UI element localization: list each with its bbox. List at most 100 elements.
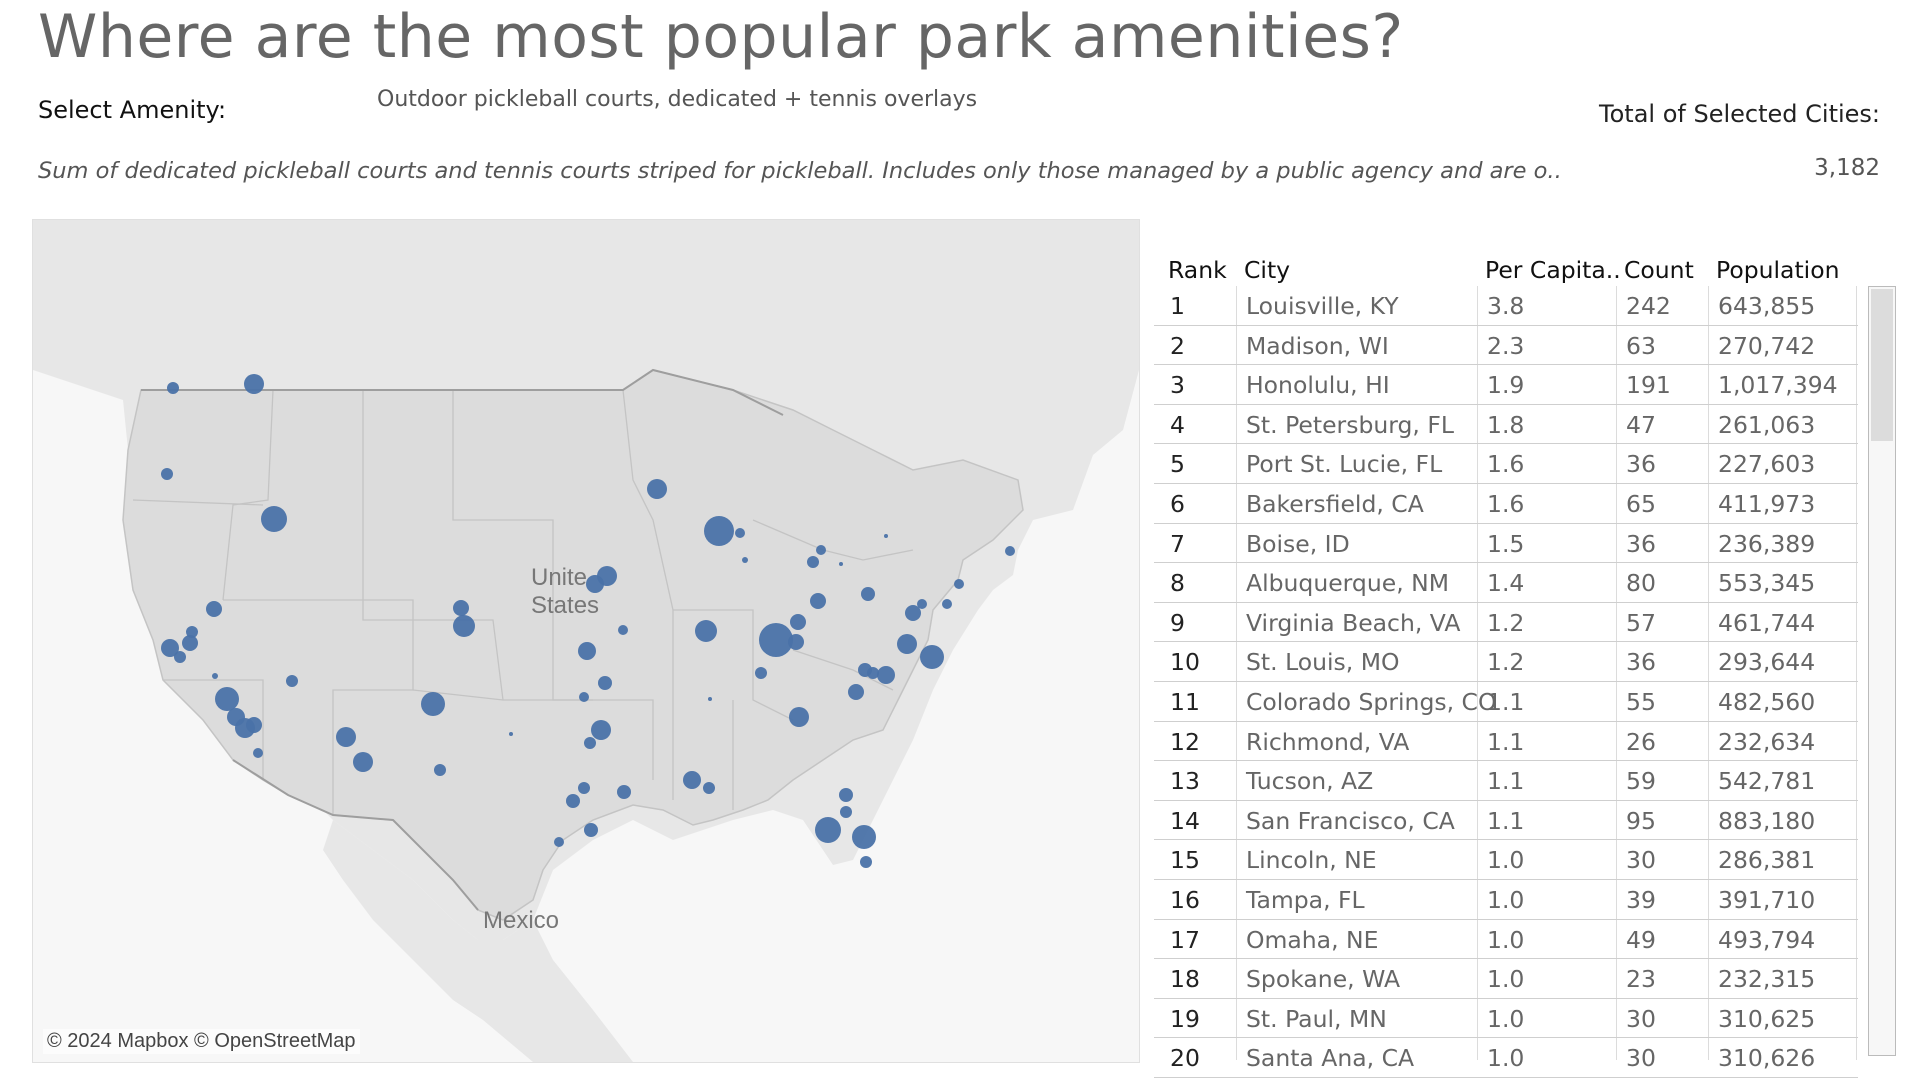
map-marker[interactable]	[578, 782, 590, 794]
map-marker[interactable]	[860, 856, 872, 868]
map-marker[interactable]	[848, 684, 864, 700]
table-row[interactable]: 4 St. Petersburg, FL 1.8 47 261,063	[1154, 405, 1858, 445]
table-row[interactable]: 3 Honolulu, HI 1.9 191 1,017,394	[1154, 365, 1858, 405]
table-row[interactable]: 15 Lincoln, NE 1.0 30 286,381	[1154, 840, 1858, 880]
map-marker[interactable]	[840, 806, 852, 818]
map-marker[interactable]	[186, 626, 198, 638]
map-marker[interactable]	[954, 579, 964, 589]
map-marker[interactable]	[816, 545, 826, 555]
map-marker[interactable]	[246, 717, 262, 733]
scrollbar-thumb[interactable]	[1871, 289, 1893, 441]
table-row[interactable]: 18 Spokane, WA 1.0 23 232,315	[1154, 959, 1858, 999]
map-marker[interactable]	[353, 752, 373, 772]
table-row[interactable]: 9 Virginia Beach, VA 1.2 57 461,744	[1154, 603, 1858, 643]
map-marker[interactable]	[810, 593, 826, 609]
map-marker[interactable]	[917, 599, 927, 609]
map-marker[interactable]	[759, 623, 793, 657]
map-marker[interactable]	[453, 615, 475, 637]
map-marker[interactable]	[453, 600, 469, 616]
map-marker[interactable]	[509, 732, 513, 736]
map-marker[interactable]	[788, 634, 804, 650]
table-row[interactable]: 11 Colorado Springs, CO 1.1 55 482,560	[1154, 682, 1858, 722]
map-marker[interactable]	[434, 764, 446, 776]
map-marker[interactable]	[735, 528, 745, 538]
map-marker[interactable]	[566, 794, 580, 808]
table-row[interactable]: 14 San Francisco, CA 1.1 95 883,180	[1154, 801, 1858, 841]
map-marker[interactable]	[897, 634, 917, 654]
table-row[interactable]: 13 Tucson, AZ 1.1 59 542,781	[1154, 761, 1858, 801]
map-marker[interactable]	[703, 782, 715, 794]
map-marker[interactable]	[161, 639, 179, 657]
map-marker[interactable]	[755, 667, 767, 679]
map-marker[interactable]	[683, 771, 701, 789]
map-panel[interactable]: Unite States Mexico © 2024 Mapbox © Open…	[32, 219, 1140, 1063]
map-marker[interactable]	[206, 601, 222, 617]
city-markers[interactable]	[161, 374, 1015, 868]
header-rank[interactable]: Rank	[1168, 256, 1227, 284]
header-per-capita[interactable]: Per Capita..	[1485, 256, 1621, 284]
map-marker[interactable]	[708, 697, 712, 701]
map-marker[interactable]	[244, 374, 264, 394]
map-marker[interactable]	[161, 468, 173, 480]
map-canvas[interactable]: Unite States Mexico	[33, 220, 1139, 1062]
header-population[interactable]: Population	[1716, 256, 1840, 284]
map-marker[interactable]	[579, 692, 589, 702]
map-marker[interactable]	[852, 825, 876, 849]
table-row[interactable]: 12 Richmond, VA 1.1 26 232,634	[1154, 722, 1858, 762]
map-marker[interactable]	[861, 587, 875, 601]
map-marker[interactable]	[815, 817, 841, 843]
map-marker[interactable]	[174, 651, 186, 663]
table-row[interactable]: 10 St. Louis, MO 1.2 36 293,644	[1154, 642, 1858, 682]
table-row[interactable]: 7 Boise, ID 1.5 36 236,389	[1154, 524, 1858, 564]
amenity-selector[interactable]: Outdoor pickleball courts, dedicated + t…	[377, 87, 978, 112]
map-marker[interactable]	[584, 737, 596, 749]
map-marker[interactable]	[877, 666, 895, 684]
table-row[interactable]: 5 Port St. Lucie, FL 1.6 36 227,603	[1154, 444, 1858, 484]
map-marker[interactable]	[789, 707, 809, 727]
header-count[interactable]: Count	[1624, 256, 1694, 284]
map-marker[interactable]	[884, 534, 888, 538]
map-marker[interactable]	[578, 642, 596, 660]
map-marker[interactable]	[695, 620, 717, 642]
map-marker[interactable]	[253, 748, 263, 758]
table-row[interactable]: 20 Santa Ana, CA 1.0 30 310,626	[1154, 1038, 1858, 1078]
map-marker[interactable]	[421, 692, 445, 716]
map-marker[interactable]	[336, 727, 356, 747]
map-attribution[interactable]: © 2024 Mapbox © OpenStreetMap	[43, 1029, 360, 1054]
map-marker[interactable]	[591, 720, 611, 740]
map-marker[interactable]	[647, 479, 667, 499]
map-marker[interactable]	[261, 506, 287, 532]
table-row[interactable]: 16 Tampa, FL 1.0 39 391,710	[1154, 880, 1858, 920]
table-row[interactable]: 2 Madison, WI 2.3 63 270,742	[1154, 326, 1858, 366]
map-marker[interactable]	[618, 625, 628, 635]
map-marker[interactable]	[920, 645, 944, 669]
map-marker[interactable]	[584, 823, 598, 837]
map-marker[interactable]	[807, 556, 819, 568]
map-marker[interactable]	[215, 687, 239, 711]
map-marker[interactable]	[212, 673, 218, 679]
map-marker[interactable]	[942, 599, 952, 609]
header-city[interactable]: City	[1244, 256, 1291, 284]
map-marker[interactable]	[167, 382, 179, 394]
map-marker[interactable]	[1005, 546, 1015, 556]
table-row[interactable]: 8 Albuquerque, NM 1.4 80 553,345	[1154, 563, 1858, 603]
table-row[interactable]: 19 St. Paul, MN 1.0 30 310,625	[1154, 999, 1858, 1039]
map-marker[interactable]	[617, 785, 631, 799]
map-marker[interactable]	[554, 837, 564, 847]
table-row[interactable]: 1 Louisville, KY 3.8 242 643,855	[1154, 286, 1858, 326]
table-scrollbar[interactable]	[1868, 286, 1896, 1056]
map-marker[interactable]	[704, 516, 734, 546]
map-marker[interactable]	[790, 614, 806, 630]
map-marker[interactable]	[598, 676, 612, 690]
map-marker[interactable]	[742, 557, 748, 563]
map-marker[interactable]	[839, 562, 843, 566]
table-row[interactable]: 17 Omaha, NE 1.0 49 493,794	[1154, 920, 1858, 960]
table-row[interactable]: 6 Bakersfield, CA 1.6 65 411,973	[1154, 484, 1858, 524]
map-marker[interactable]	[286, 675, 298, 687]
map-marker[interactable]	[586, 575, 604, 593]
cell-population: 461,744	[1718, 608, 1816, 637]
map-marker[interactable]	[905, 605, 921, 621]
map-marker[interactable]	[839, 788, 853, 802]
map-marker[interactable]	[182, 635, 198, 651]
map-marker[interactable]	[867, 667, 879, 679]
